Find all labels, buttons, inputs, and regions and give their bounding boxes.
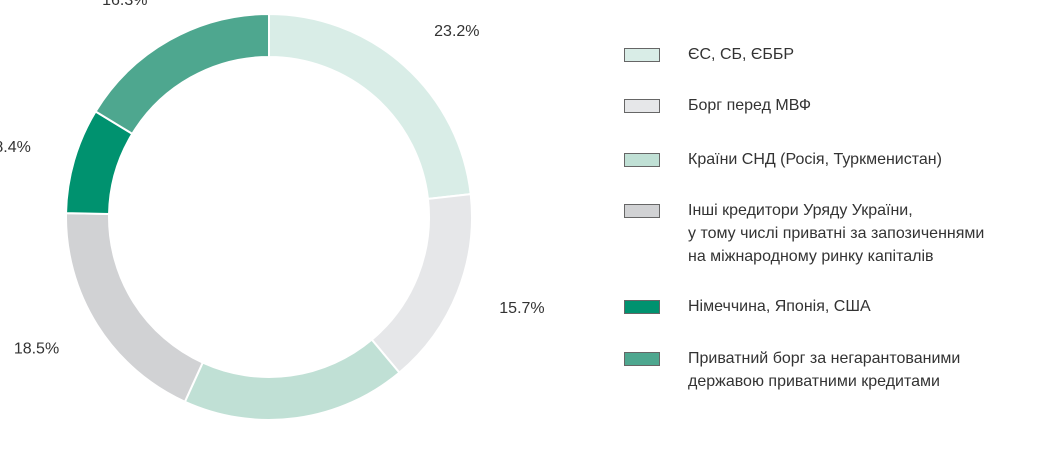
legend-label: ЄС, СБ, ЄББР xyxy=(688,46,795,63)
data-label: 8.4% xyxy=(0,139,31,156)
legend-item: ЄС, СБ, ЄББР xyxy=(624,44,794,66)
donut-slice xyxy=(183,338,401,421)
legend-swatch xyxy=(624,204,660,218)
data-label: 15.7% xyxy=(499,300,544,317)
legend-item: Країни СНД (Росія, Туркменистан) xyxy=(624,149,942,171)
legend-item: Інші кредитори Уряду України, у тому чис… xyxy=(624,200,984,268)
legend-swatch xyxy=(624,352,660,366)
data-label: 16.3% xyxy=(102,0,147,9)
donut-slice xyxy=(65,212,205,404)
legend-item: Борг перед МВФ xyxy=(624,95,811,117)
legend-label: Приватний борг за негарантованими держав… xyxy=(688,350,961,390)
donut-slice xyxy=(268,12,472,201)
legend-swatch xyxy=(624,153,660,167)
donut-plot: 23.2%15.7%17.9%18.5%8.4%16.3% xyxy=(0,0,545,421)
legend-item: Приватний борг за негарантованими держав… xyxy=(624,348,960,393)
data-label: 23.2% xyxy=(434,23,479,40)
legend-swatch xyxy=(624,99,660,113)
legend-label: Інші кредитори Уряду України, у тому чис… xyxy=(688,202,985,265)
donut-slice xyxy=(94,12,270,136)
donut-slice xyxy=(370,192,473,375)
legend-label: Німеччина, Японія, США xyxy=(688,298,871,315)
legend-swatch xyxy=(624,300,660,314)
legend-label: Країни СНД (Росія, Туркменистан) xyxy=(688,151,942,168)
legend-item: Німеччина, Японія, США xyxy=(624,296,871,318)
data-label: 18.5% xyxy=(14,340,59,357)
legend-swatch xyxy=(624,48,660,62)
legend-label: Борг перед МВФ xyxy=(688,97,811,114)
